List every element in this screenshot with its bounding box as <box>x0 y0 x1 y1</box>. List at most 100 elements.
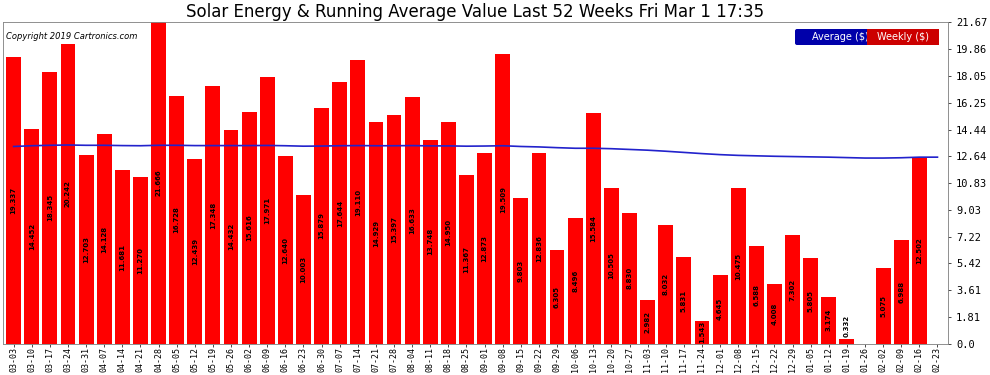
Bar <box>60 44 75 344</box>
Text: 19.337: 19.337 <box>11 187 17 214</box>
Text: 18.345: 18.345 <box>47 194 52 221</box>
Bar <box>206 87 221 344</box>
Bar <box>767 284 782 344</box>
Text: 19.110: 19.110 <box>354 189 360 216</box>
Bar <box>785 236 800 344</box>
Text: 8.496: 8.496 <box>572 270 578 292</box>
Text: 17.644: 17.644 <box>337 199 343 226</box>
Text: 7.302: 7.302 <box>790 279 796 301</box>
Text: 11.681: 11.681 <box>120 244 126 271</box>
Bar <box>641 300 655 344</box>
Text: 10.475: 10.475 <box>736 252 742 280</box>
Text: 17.348: 17.348 <box>210 201 216 229</box>
Bar <box>259 77 274 344</box>
Text: 9.803: 9.803 <box>518 260 524 282</box>
Text: 15.397: 15.397 <box>391 216 397 243</box>
Text: Weekly ($): Weekly ($) <box>877 32 929 42</box>
Text: 12.640: 12.640 <box>282 237 288 264</box>
Bar <box>296 195 311 344</box>
Bar <box>441 122 455 344</box>
Text: 12.703: 12.703 <box>83 236 89 263</box>
Bar <box>43 72 57 344</box>
Bar <box>333 82 347 344</box>
Bar <box>549 250 564 344</box>
Text: 14.929: 14.929 <box>373 219 379 247</box>
Bar <box>604 188 619 344</box>
Text: 11.367: 11.367 <box>463 246 469 273</box>
Bar <box>567 218 582 344</box>
Text: 10.003: 10.003 <box>301 256 307 283</box>
Bar <box>169 96 184 344</box>
Text: 14.452: 14.452 <box>29 223 35 250</box>
Bar <box>748 246 763 344</box>
Text: 21.666: 21.666 <box>155 170 161 196</box>
Bar <box>133 177 148 344</box>
Text: 12.502: 12.502 <box>917 238 923 264</box>
Bar <box>242 112 256 344</box>
Bar <box>97 134 112 344</box>
Bar <box>695 321 710 344</box>
Bar <box>731 188 745 344</box>
Bar <box>387 116 402 344</box>
Text: 0.332: 0.332 <box>843 315 849 338</box>
Bar <box>187 159 202 344</box>
Bar <box>477 153 492 344</box>
Bar <box>115 171 130 344</box>
Bar <box>514 198 529 344</box>
Text: 1.543: 1.543 <box>699 321 705 344</box>
Bar <box>423 140 438 344</box>
Bar <box>405 97 420 344</box>
Text: 10.505: 10.505 <box>609 252 615 279</box>
Text: 4.008: 4.008 <box>771 303 777 325</box>
Text: 6.988: 6.988 <box>898 281 904 303</box>
Legend: Average ($), Weekly ($): Average ($), Weekly ($) <box>795 29 939 45</box>
Text: 3.174: 3.174 <box>826 309 832 332</box>
Text: Copyright 2019 Cartronics.com: Copyright 2019 Cartronics.com <box>6 32 137 41</box>
Text: 12.836: 12.836 <box>536 235 542 262</box>
Bar <box>368 122 383 344</box>
Title: Solar Energy & Running Average Value Last 52 Weeks Fri Mar 1 17:35: Solar Energy & Running Average Value Las… <box>186 3 764 21</box>
Text: 6.305: 6.305 <box>554 286 560 308</box>
Bar <box>151 22 166 344</box>
Bar <box>658 225 673 344</box>
Bar <box>350 60 365 344</box>
Text: 11.270: 11.270 <box>138 247 144 274</box>
Bar <box>622 213 637 344</box>
Bar <box>532 153 546 344</box>
Bar <box>876 268 891 344</box>
Text: 14.950: 14.950 <box>446 219 451 246</box>
Bar <box>894 240 909 344</box>
Text: 4.645: 4.645 <box>717 298 723 320</box>
Text: 15.616: 15.616 <box>247 214 252 242</box>
Text: 2.982: 2.982 <box>644 310 650 333</box>
Bar <box>278 156 293 344</box>
Text: 20.242: 20.242 <box>65 180 71 207</box>
Text: 5.075: 5.075 <box>880 295 886 317</box>
Bar <box>78 155 93 344</box>
Text: 8.032: 8.032 <box>662 273 669 295</box>
Text: 15.879: 15.879 <box>319 213 325 240</box>
Text: 12.439: 12.439 <box>192 238 198 265</box>
Bar <box>6 57 21 344</box>
Bar <box>314 108 329 344</box>
Bar <box>25 129 40 344</box>
Text: 16.633: 16.633 <box>409 207 415 234</box>
Text: 13.748: 13.748 <box>428 228 434 255</box>
Bar <box>822 297 837 344</box>
Text: 5.805: 5.805 <box>808 290 814 312</box>
Text: 14.432: 14.432 <box>228 223 234 251</box>
Text: 6.588: 6.588 <box>753 284 759 306</box>
Text: 15.584: 15.584 <box>590 214 596 242</box>
Text: 19.509: 19.509 <box>500 186 506 213</box>
Text: 17.971: 17.971 <box>264 197 270 224</box>
Bar <box>459 175 474 344</box>
Bar <box>713 275 728 344</box>
Bar <box>840 339 854 344</box>
Bar <box>224 130 239 344</box>
Bar <box>912 158 927 344</box>
Bar <box>495 54 510 344</box>
Text: 14.128: 14.128 <box>101 225 107 252</box>
Bar <box>586 112 601 344</box>
Text: 5.831: 5.831 <box>681 290 687 312</box>
Bar <box>676 257 691 344</box>
